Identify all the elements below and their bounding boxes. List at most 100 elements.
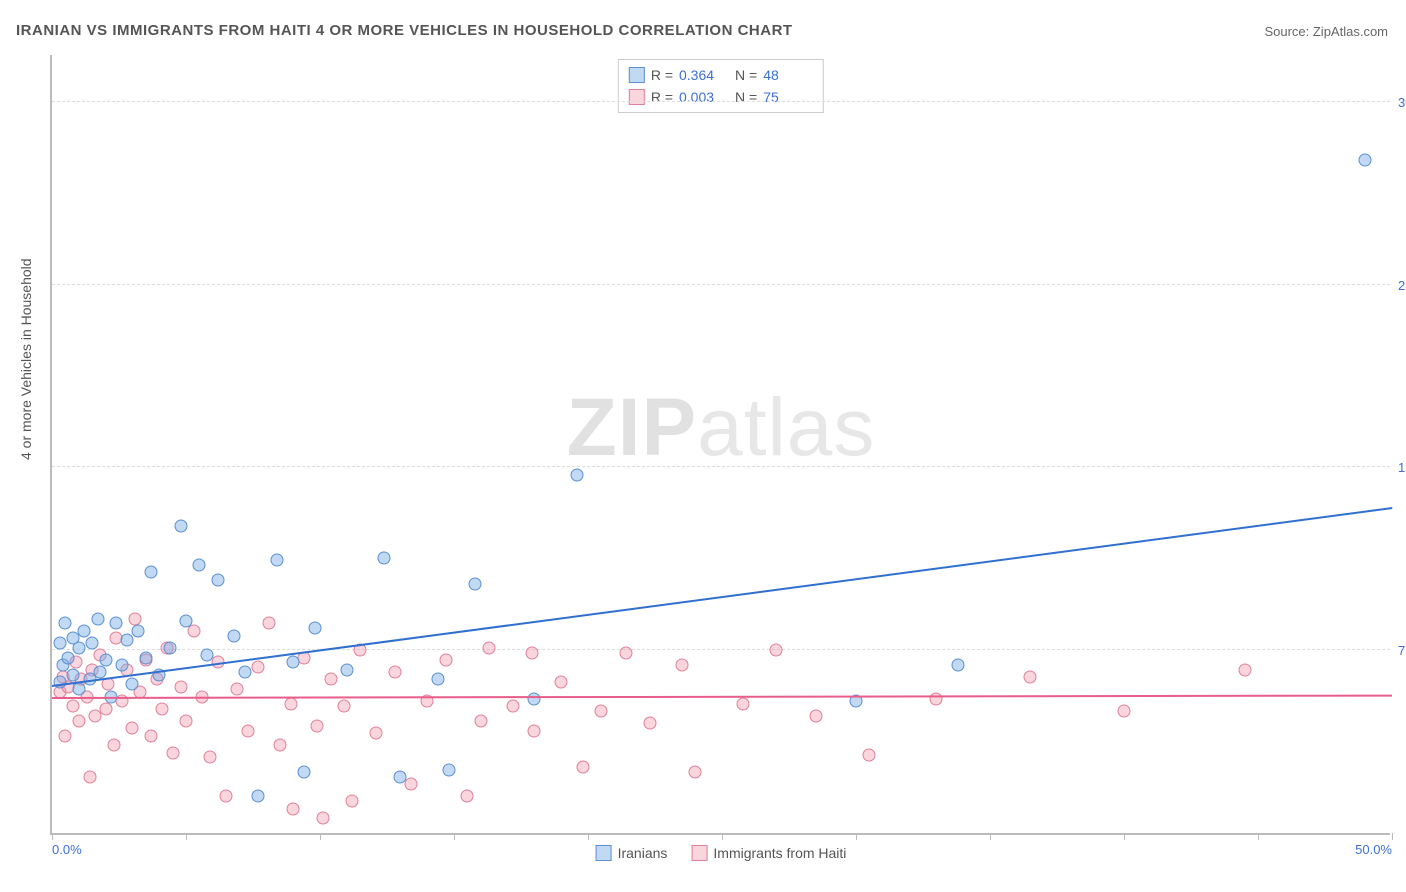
data-point xyxy=(107,739,120,752)
x-tick xyxy=(186,833,187,840)
data-point xyxy=(220,790,233,803)
data-point xyxy=(378,551,391,564)
data-point xyxy=(180,714,193,727)
data-point xyxy=(67,700,80,713)
data-point xyxy=(94,666,107,679)
y-tick-label: 7.5% xyxy=(1392,643,1406,658)
data-point xyxy=(1238,663,1251,676)
data-point xyxy=(338,700,351,713)
data-point xyxy=(59,617,72,630)
data-point xyxy=(174,519,187,532)
data-point xyxy=(619,646,632,659)
swatch-icon xyxy=(596,845,612,861)
x-tick xyxy=(52,833,53,840)
data-point xyxy=(576,761,589,774)
data-point xyxy=(145,729,158,742)
data-point xyxy=(431,673,444,686)
data-point xyxy=(72,714,85,727)
scatter-plot-area: ZIPatlas R =0.364N =48R =0.003N =75 Iran… xyxy=(50,55,1390,835)
swatch-icon xyxy=(691,845,707,861)
watermark: ZIPatlas xyxy=(567,381,876,475)
data-point xyxy=(284,697,297,710)
data-point xyxy=(506,700,519,713)
swatch-icon xyxy=(629,67,645,83)
data-point xyxy=(863,749,876,762)
data-point xyxy=(482,641,495,654)
data-point xyxy=(67,668,80,681)
data-point xyxy=(737,697,750,710)
x-tick xyxy=(454,833,455,840)
data-point xyxy=(201,649,214,662)
data-point xyxy=(252,790,265,803)
data-point xyxy=(83,770,96,783)
correlation-legend: R =0.364N =48R =0.003N =75 xyxy=(618,59,824,113)
data-point xyxy=(59,729,72,742)
legend-item: Immigrants from Haiti xyxy=(691,845,846,861)
x-tick xyxy=(990,833,991,840)
data-point xyxy=(228,629,241,642)
data-point xyxy=(99,702,112,715)
data-point xyxy=(469,578,482,591)
data-point xyxy=(163,641,176,654)
gridline xyxy=(52,284,1390,285)
data-point xyxy=(595,705,608,718)
data-point xyxy=(99,653,112,666)
data-point xyxy=(571,468,584,481)
legend-row: R =0.364N =48 xyxy=(629,64,813,86)
trend-line xyxy=(52,507,1392,687)
data-point xyxy=(324,673,337,686)
data-point xyxy=(405,778,418,791)
data-point xyxy=(230,683,243,696)
x-tick-label: 50.0% xyxy=(1355,842,1392,857)
x-tick xyxy=(1392,833,1393,840)
data-point xyxy=(474,714,487,727)
data-point xyxy=(273,739,286,752)
data-point xyxy=(241,724,254,737)
data-point xyxy=(129,612,142,625)
data-point xyxy=(72,641,85,654)
data-point xyxy=(287,802,300,815)
legend-item: Iranians xyxy=(596,845,668,861)
series-legend: Iranians Immigrants from Haiti xyxy=(596,845,847,861)
data-point xyxy=(442,763,455,776)
data-point xyxy=(461,790,474,803)
gridline xyxy=(52,466,1390,467)
data-point xyxy=(308,622,321,635)
data-point xyxy=(389,666,402,679)
y-axis-label: 4 or more Vehicles in Household xyxy=(18,258,34,460)
data-point xyxy=(155,702,168,715)
data-point xyxy=(340,663,353,676)
data-point xyxy=(930,692,943,705)
data-point xyxy=(174,680,187,693)
x-tick xyxy=(1258,833,1259,840)
swatch-icon xyxy=(629,89,645,105)
data-point xyxy=(86,636,99,649)
data-point xyxy=(370,727,383,740)
gridline xyxy=(52,101,1390,102)
chart-title: IRANIAN VS IMMIGRANTS FROM HAITI 4 OR MO… xyxy=(16,22,793,39)
data-point xyxy=(311,719,324,732)
data-point xyxy=(528,692,541,705)
data-point xyxy=(1118,705,1131,718)
data-point xyxy=(951,658,964,671)
data-point xyxy=(238,666,251,679)
data-point xyxy=(675,658,688,671)
data-point xyxy=(346,795,359,808)
data-point xyxy=(528,724,541,737)
data-point xyxy=(297,766,310,779)
data-point xyxy=(126,678,139,691)
data-point xyxy=(394,770,407,783)
data-point xyxy=(121,634,134,647)
data-point xyxy=(212,573,225,586)
data-point xyxy=(271,554,284,567)
x-tick-label: 0.0% xyxy=(52,842,82,857)
data-point xyxy=(287,656,300,669)
data-point xyxy=(252,661,265,674)
x-tick xyxy=(1124,833,1125,840)
data-point xyxy=(139,651,152,664)
data-point xyxy=(72,683,85,696)
x-tick xyxy=(722,833,723,840)
data-point xyxy=(316,812,329,825)
data-point xyxy=(54,636,67,649)
data-point xyxy=(145,566,158,579)
